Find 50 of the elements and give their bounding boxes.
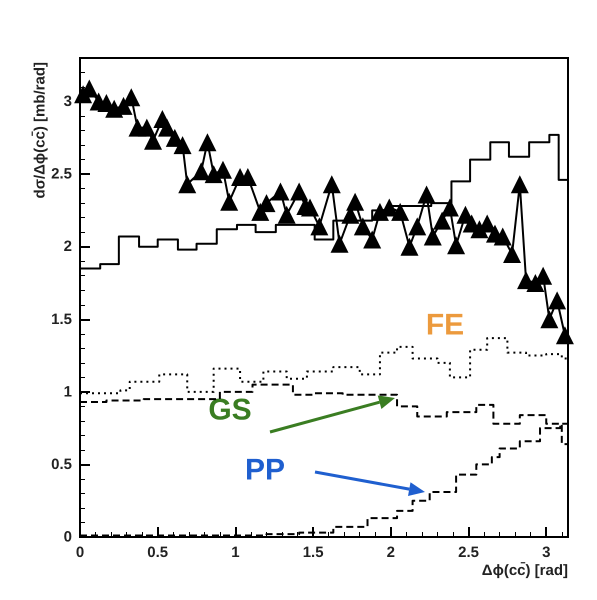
annotation: FE [426,308,464,342]
x-tick-label: 1.5 [302,544,324,561]
point [391,202,410,221]
y-tick-label: 3 [64,93,72,110]
point [144,132,162,150]
point [278,206,296,224]
x-tick-label: 2 [386,544,395,561]
point [408,217,426,236]
point [424,228,442,246]
point [548,291,566,310]
point [330,234,349,253]
y-tick-label: 0 [64,528,72,546]
point [494,228,512,246]
point [271,182,290,201]
annotation: GS [208,394,252,426]
point [290,182,308,201]
x-tick-label: 2.5 [458,544,479,561]
point [418,185,436,204]
point [310,217,328,236]
y-tick-label: 1 [64,383,72,400]
point [440,198,459,217]
point [198,133,216,152]
point [301,198,320,217]
y-tick-label: 1.5 [51,310,72,328]
point [400,238,418,256]
point [510,175,529,194]
point [363,230,382,248]
point [447,236,466,254]
y-tick-label: 0.5 [51,456,72,473]
x-tick-label: 0 [76,544,84,561]
point [174,136,192,154]
point [556,326,574,344]
point [138,118,156,137]
point [433,212,452,230]
point [354,217,372,236]
point [346,192,364,211]
x-tick-label: 3 [542,544,550,561]
point [220,192,238,211]
point [540,310,558,328]
y-tick-label: 2.5 [51,166,72,183]
y-tick-label: 2 [64,238,72,256]
annotation: PP [244,454,286,486]
y-axis-title: dσ/Δϕ(cc̄) [mb/rad] [32,62,48,198]
x-axis-title: Δϕ(cc̄) [rad] [482,562,568,579]
point [178,175,196,194]
point [322,175,341,194]
x-tick-label: 0.5 [147,544,168,561]
point [192,162,210,180]
x-tick-label: 1 [231,544,240,561]
point [503,244,522,263]
